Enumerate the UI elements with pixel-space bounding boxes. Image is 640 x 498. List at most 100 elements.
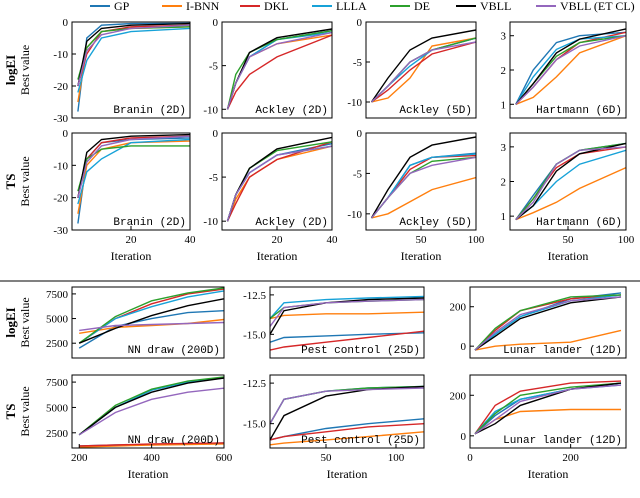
axes-frame	[469, 286, 627, 359]
series-line	[371, 37, 476, 103]
series-line	[515, 35, 626, 105]
x-axis-label: Iteration	[257, 249, 298, 263]
x-tick-label: 100	[468, 234, 485, 246]
axes-frame	[469, 374, 627, 449]
y-tick-label: -10	[203, 104, 218, 116]
legend-label: DE	[414, 0, 430, 13]
series-line	[270, 431, 424, 446]
series-line	[226, 31, 332, 110]
series-line	[515, 28, 626, 105]
y-tick-label: 0	[63, 17, 69, 29]
panel-annotation: Pest control (25D)	[301, 435, 420, 447]
series-line	[515, 35, 626, 105]
panel-annotation: Ackley (5D)	[399, 105, 472, 117]
plot-area	[226, 136, 332, 222]
axes-frame	[269, 286, 425, 359]
y-tick-label: -20	[53, 81, 68, 93]
series-line	[270, 385, 424, 425]
y-tick-label: -10	[53, 160, 68, 172]
series-line	[79, 442, 224, 447]
y-tick-label: -5	[209, 172, 219, 184]
plot-area	[474, 380, 622, 435]
y-tick-label: 5000	[46, 314, 69, 326]
series-line	[226, 145, 332, 222]
series-line	[474, 296, 622, 351]
x-tick-label: 200	[71, 452, 88, 464]
series-line	[79, 321, 224, 332]
row-method: TS	[3, 174, 18, 190]
legend-label: LLLA	[336, 0, 367, 13]
series-line	[270, 298, 424, 327]
x-axis-label: Iteration	[528, 467, 569, 481]
plot-area	[370, 136, 476, 219]
row-method: logEI	[3, 307, 18, 337]
series-line	[78, 377, 224, 436]
x-tick-label: 20	[126, 234, 138, 246]
axes-frame	[221, 21, 333, 119]
series-line	[370, 152, 476, 219]
series-line	[270, 332, 424, 343]
y-tick-label: 0	[461, 341, 467, 353]
series-line	[77, 22, 190, 87]
series-line	[370, 29, 476, 103]
y-tick-label: 7500	[46, 377, 69, 389]
series-line	[77, 22, 190, 112]
series-line	[370, 153, 476, 219]
series-line	[270, 330, 424, 351]
plot-area	[77, 133, 190, 224]
row-label: Best value	[18, 45, 32, 95]
series-line	[515, 31, 626, 105]
y-tick-label: -20	[53, 193, 68, 205]
panel-annotation: Ackley (2D)	[255, 217, 328, 229]
y-tick-label: 2500	[46, 428, 69, 440]
y-tick-label: -5	[353, 57, 363, 69]
legend-label: I-BNN	[186, 0, 220, 13]
series-line	[78, 287, 224, 344]
x-tick-label: 600	[216, 452, 233, 464]
x-tick-label: 50	[416, 234, 428, 246]
y-tick-label: -15.0	[243, 419, 266, 431]
y-tick-label: -12.5	[243, 378, 266, 390]
series-line	[474, 380, 622, 435]
series-line	[370, 136, 476, 219]
series-line	[370, 156, 476, 219]
y-tick-label: -5	[209, 61, 219, 73]
series-line	[270, 385, 424, 425]
series-line	[515, 35, 626, 105]
series-line	[371, 41, 476, 103]
axes-frame	[365, 21, 477, 119]
plot-area	[515, 28, 626, 105]
x-tick-label: 40	[327, 234, 339, 246]
y-tick-label: -10	[347, 97, 362, 109]
row-method: logEI	[3, 55, 18, 85]
series-line	[371, 37, 476, 103]
x-axis-label: Iteration	[128, 467, 169, 481]
y-tick-label: -15.0	[243, 329, 266, 341]
y-tick-label: 3	[501, 142, 507, 154]
series-line	[226, 34, 332, 110]
y-tick-label: 0	[461, 431, 467, 443]
y-tick-label: -12.5	[243, 290, 266, 302]
x-tick-label: 400	[143, 452, 160, 464]
legend-label: GP	[114, 0, 130, 13]
series-line	[77, 24, 190, 87]
series-line	[77, 133, 190, 198]
x-tick-label: 50	[321, 452, 333, 464]
series-line	[270, 387, 424, 425]
y-tick-label: -10	[347, 209, 362, 221]
series-line	[370, 156, 476, 219]
panel-annotation: Branin (2D)	[113, 105, 186, 117]
y-tick-label: 1	[501, 211, 507, 223]
series-line	[515, 146, 626, 221]
series-line	[371, 176, 476, 219]
y-tick-label: 3	[501, 31, 507, 43]
y-tick-label: -30	[53, 113, 68, 125]
panel-annotation: Ackley (2D)	[255, 105, 328, 117]
x-tick-label: 0	[467, 452, 473, 464]
series-line	[77, 27, 190, 93]
series-line	[515, 35, 626, 105]
y-tick-label: -5	[353, 168, 363, 180]
series-line	[371, 37, 476, 103]
x-tick-label: 40	[185, 234, 197, 246]
